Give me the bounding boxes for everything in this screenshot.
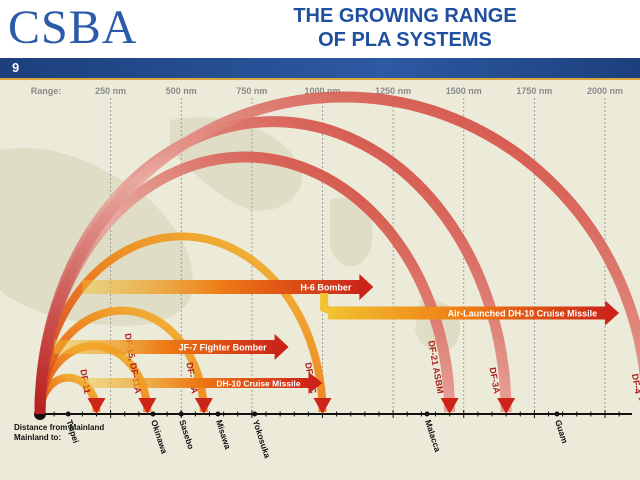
bar-h-6-bomber — [82, 280, 362, 294]
bar-label-air-launched-dh-10-cruise-missile: Air-Launched DH-10 Cruise Missile — [448, 309, 598, 319]
origin-label-line-1: Distance from Mainland — [14, 423, 104, 432]
bar-arrowhead-air-launched-dh-10-cruise-missile — [605, 300, 620, 326]
location-marker-malacca — [424, 411, 430, 417]
bar-dh-10-cruise-missile — [82, 378, 311, 388]
bar-arrowhead-h-6-bomber — [359, 274, 374, 300]
arrowhead-df-21-asbm — [440, 398, 459, 414]
csba-logo: CSBA — [8, 1, 138, 54]
arrowhead-df-15a — [194, 398, 213, 414]
bar-label-dh-10-cruise-missile: DH-10 Cruise Missile — [216, 379, 300, 389]
range-tick-500-nm: 500 nm — [166, 86, 197, 96]
range-tick-2000-nm: 2000 nm — [587, 86, 623, 96]
slide-number: 9 — [12, 60, 20, 75]
range-tick-1500-nm: 1500 nm — [446, 86, 482, 96]
arc-df-4 — [34, 91, 640, 415]
range-label: Range: — [31, 86, 62, 96]
title-line-1: THE GROWING RANGE — [293, 5, 517, 27]
band-stripe — [0, 78, 640, 80]
location-marker-sasebo — [178, 411, 184, 417]
page-title: THE GROWING RANGE OF PLA SYSTEMS — [220, 4, 590, 52]
range-chart: Range: 250 nm 500 nm 750 nm 1000 nm 1250 nm 15… — [0, 80, 640, 480]
aircraft-bars: DH-10 Cruise Missile JF-7 Fighter Bomber H… — [54, 274, 620, 394]
arc-label-df-4: DF-4 — [630, 373, 640, 394]
arrowhead-df-11 — [87, 398, 106, 414]
header: CSBA THE GROWING RANGE OF PLA SYSTEMS — [0, 0, 640, 58]
arrowhead-df-15-df-11a — [138, 398, 157, 414]
title-line-2: OF PLA SYSTEMS — [318, 29, 492, 51]
bar-label-h-6-bomber: H-6 Bomber — [300, 283, 352, 293]
range-labels: Range: 250 nm 500 nm 750 nm 1000 nm 1250 nm 15… — [31, 86, 623, 96]
origin-label-line-2: Mainland to: — [14, 433, 61, 442]
bar-arrowhead-dh-10-cruise-missile — [308, 372, 323, 394]
bar-arrowhead-jf-7-fighter-bomber — [274, 334, 289, 360]
location-marker-taipei — [65, 411, 71, 417]
location-marker-okinawa — [150, 411, 156, 417]
bar-label-jf-7-fighter-bomber: JF-7 Fighter Bomber — [179, 343, 268, 353]
location-marker-misawa — [215, 411, 221, 417]
arrowhead-df-3a — [497, 398, 516, 414]
arrowhead-df-21c — [313, 398, 332, 414]
arc-label-df-3a: DF-3A — [488, 367, 503, 395]
bar-jf-7-fighter-bomber — [54, 340, 277, 354]
range-tick-1750-nm: 1750 nm — [516, 86, 552, 96]
location-marker-yokosuka — [252, 411, 258, 417]
title-band: 9 — [0, 58, 640, 78]
location-marker-guam — [554, 411, 560, 417]
range-tick-750-nm: 750 nm — [236, 86, 267, 96]
range-tick-1000-nm: 1000 nm — [304, 86, 340, 96]
range-tick-1250-nm: 1250 nm — [375, 86, 411, 96]
bar-air-launched-dh-10-cruise-missile — [328, 306, 608, 320]
range-tick-250-nm: 250 nm — [95, 86, 126, 96]
h6-to-dh10-connector — [320, 293, 338, 317]
